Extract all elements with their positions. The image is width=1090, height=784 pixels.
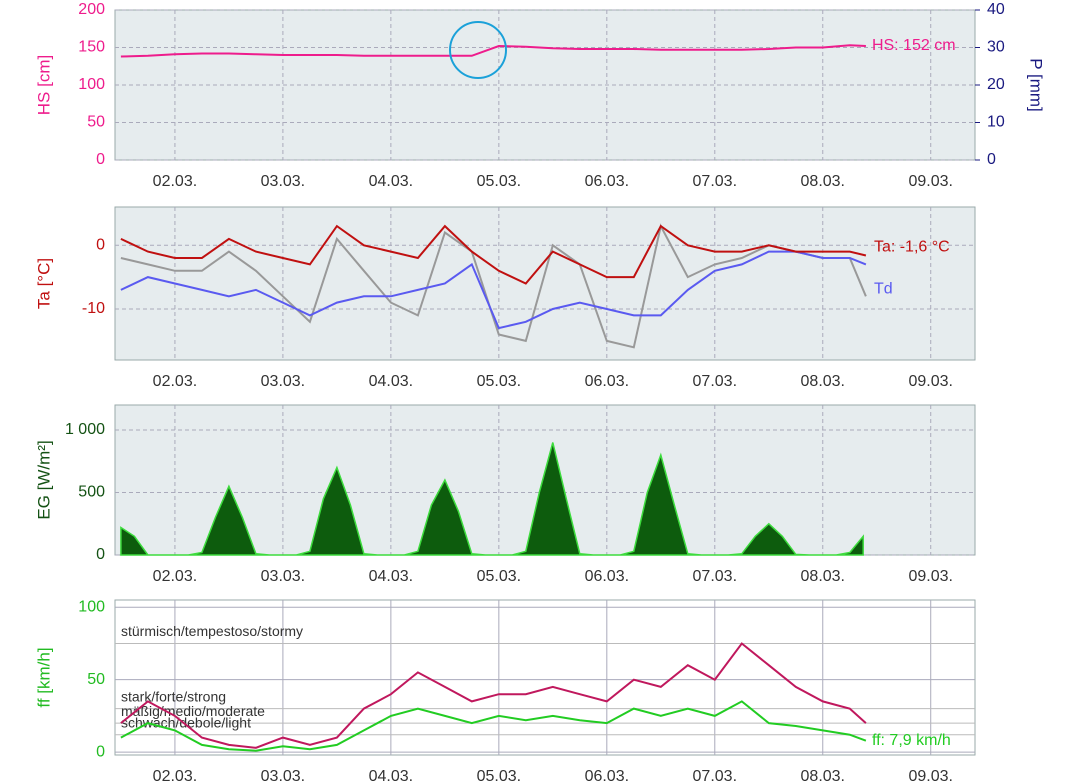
plot-area xyxy=(114,206,976,361)
y-tick-label: 100 xyxy=(78,76,105,93)
x-tick-label: 06.03. xyxy=(585,173,629,190)
data-line xyxy=(120,700,867,752)
band-label: stürmisch/tempestoso/stormy xyxy=(121,623,303,639)
x-tick-label: 08.03. xyxy=(801,373,845,390)
y-tick-label: 150 xyxy=(78,39,105,56)
x-tick-label: 07.03. xyxy=(693,568,737,585)
y-tick-label: 0 xyxy=(96,236,105,253)
x-tick-label: 07.03. xyxy=(693,373,737,390)
highlight-circle xyxy=(449,21,507,79)
x-tick-label: 03.03. xyxy=(261,568,305,585)
x-tick-label: 02.03. xyxy=(153,768,197,784)
data-line xyxy=(120,224,867,285)
x-tick-label: 05.03. xyxy=(477,373,521,390)
band-label: stark/forte/strong xyxy=(121,688,226,704)
y-tick-label: -10 xyxy=(82,300,105,317)
data-line xyxy=(120,250,867,330)
x-tick-label: 06.03. xyxy=(585,568,629,585)
plot-area xyxy=(114,599,976,756)
annotation: HS: 152 cm xyxy=(872,37,956,54)
x-tick-label: 08.03. xyxy=(801,173,845,190)
y-tick-label: 50 xyxy=(87,114,105,131)
x-tick-label: 04.03. xyxy=(369,568,413,585)
band-label: schwach/debole/light xyxy=(121,714,251,730)
x-tick-label: 03.03. xyxy=(261,768,305,784)
x-tick-label: 05.03. xyxy=(477,173,521,190)
x-tick-label: 02.03. xyxy=(153,568,197,585)
data-line xyxy=(120,223,867,349)
y-tick-label: 0 xyxy=(96,151,105,168)
y-axis-title: Ta [°C] xyxy=(34,258,53,309)
data-area xyxy=(120,442,864,556)
x-tick-label: 03.03. xyxy=(261,373,305,390)
annotation: ff: 7,9 km/h xyxy=(872,732,951,749)
y-tick-label: 50 xyxy=(87,671,105,688)
data-line xyxy=(120,642,867,749)
series-label: Td xyxy=(874,281,893,298)
x-tick-label: 09.03. xyxy=(908,768,952,784)
x-tick-label: 08.03. xyxy=(801,768,845,784)
x-tick-label: 04.03. xyxy=(369,373,413,390)
y2-tick-label: 30 xyxy=(987,39,1005,56)
y-tick-label: 200 xyxy=(78,1,105,18)
y2-tick-label: 20 xyxy=(987,76,1005,93)
y-tick-label: 0 xyxy=(96,743,105,760)
x-tick-label: 07.03. xyxy=(693,173,737,190)
y-tick-label: 500 xyxy=(78,484,105,501)
series-label: Ta: -1,6 °C xyxy=(874,239,950,256)
x-tick-label: 04.03. xyxy=(369,173,413,190)
x-tick-label: 07.03. xyxy=(693,768,737,784)
x-tick-label: 06.03. xyxy=(585,373,629,390)
x-tick-label: 09.03. xyxy=(908,373,952,390)
y2-axis-title: P [mm] xyxy=(1027,58,1046,112)
x-tick-label: 04.03. xyxy=(369,768,413,784)
x-tick-label: 05.03. xyxy=(477,568,521,585)
x-tick-label: 02.03. xyxy=(153,173,197,190)
y2-tick-label: 10 xyxy=(987,114,1005,131)
x-tick-label: 08.03. xyxy=(801,568,845,585)
y-axis-title: ff [km/h] xyxy=(34,647,53,707)
y2-tick-label: 40 xyxy=(987,1,1005,18)
x-tick-label: 02.03. xyxy=(153,373,197,390)
data-line xyxy=(120,44,866,58)
x-tick-label: 03.03. xyxy=(261,173,305,190)
y-axis-title: EG [W/m²] xyxy=(34,440,53,519)
y2-tick-label: 0 xyxy=(987,151,996,168)
y-tick-label: 0 xyxy=(96,546,105,563)
y-tick-label: 1 000 xyxy=(65,421,105,438)
y-tick-label: 100 xyxy=(78,598,105,615)
x-tick-label: 06.03. xyxy=(585,768,629,784)
x-tick-label: 05.03. xyxy=(477,768,521,784)
y-axis-title: HS [cm] xyxy=(34,55,53,115)
x-tick-label: 09.03. xyxy=(908,173,952,190)
x-tick-label: 09.03. xyxy=(908,568,952,585)
